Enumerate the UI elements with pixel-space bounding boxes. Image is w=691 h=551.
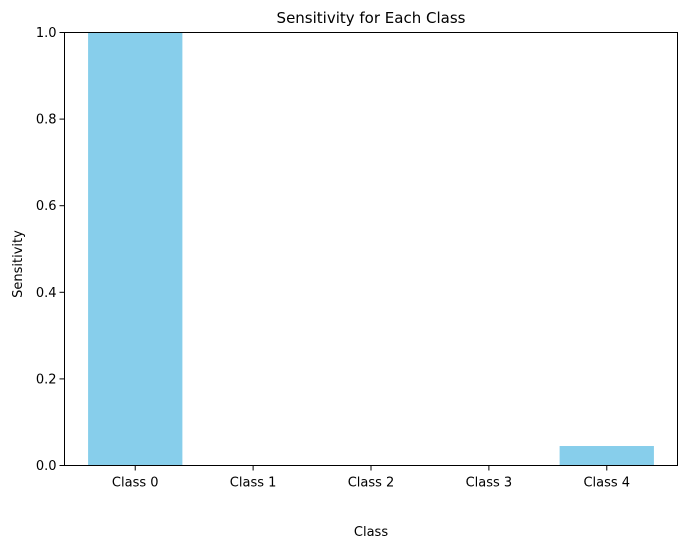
y-tick-label: 1.0 bbox=[36, 26, 57, 41]
plot-frame bbox=[64, 32, 678, 466]
y-tick-label: 0.0 bbox=[36, 459, 57, 474]
x-tick-label: Class 2 bbox=[348, 476, 395, 491]
x-tick-label: Class 1 bbox=[230, 476, 277, 491]
chart-title: Sensitivity for Each Class bbox=[277, 9, 466, 27]
y-tick-label: 0.4 bbox=[36, 286, 57, 301]
y-tick-label: 0.2 bbox=[36, 372, 57, 387]
x-tick-label: Class 4 bbox=[583, 476, 630, 491]
bar-class-0 bbox=[88, 32, 183, 466]
bars-group bbox=[88, 32, 654, 466]
y-tick-label: 0.6 bbox=[36, 199, 57, 214]
y-ticks-group: 0.0 0.2 0.4 0.6 0.8 1.0 bbox=[36, 26, 65, 474]
x-tick-label: Class 3 bbox=[466, 476, 513, 491]
x-ticks-group: Class 0 Class 1 Class 2 Class 3 Class 4 bbox=[112, 465, 630, 491]
x-axis-label: Class bbox=[354, 525, 388, 540]
y-axis-label: Sensitivity bbox=[11, 230, 26, 298]
y-tick-label: 0.8 bbox=[36, 113, 57, 128]
bar-class-4 bbox=[559, 446, 654, 466]
x-tick-label: Class 0 bbox=[112, 476, 159, 491]
